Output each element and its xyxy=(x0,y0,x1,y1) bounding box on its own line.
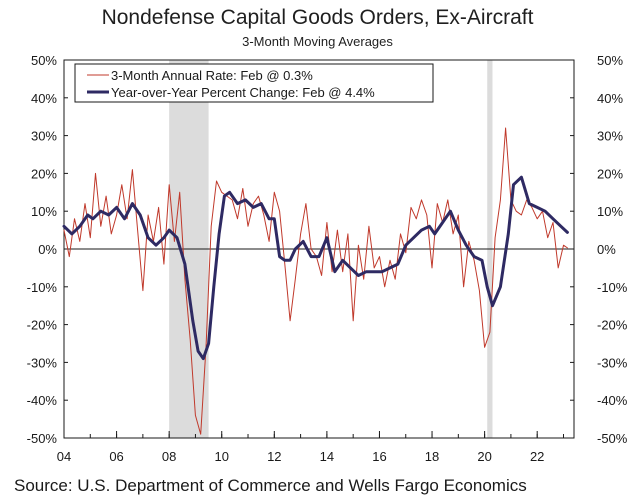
legend-label-yoy: Year-over-Year Percent Change: Feb @ 4.4… xyxy=(111,85,375,100)
y-tick-label-right: 20% xyxy=(597,166,623,181)
y-tick-label-right: -30% xyxy=(597,355,628,370)
y-tick-label-right: 0% xyxy=(597,242,616,257)
y-tick-label-left: 30% xyxy=(31,129,57,144)
series-line-year-over-year xyxy=(62,175,569,361)
x-tick-label: 14 xyxy=(320,449,334,464)
y-tick-label-left: 50% xyxy=(31,53,57,68)
legend-box xyxy=(74,63,434,103)
y-tick-label-right: -50% xyxy=(597,431,628,446)
x-tick-label: 04 xyxy=(57,449,71,464)
x-tick-label: 08 xyxy=(162,449,176,464)
y-tick-label-left: -50% xyxy=(27,431,58,446)
y-tick-label-left: -30% xyxy=(27,355,58,370)
y-tick-label-left: 20% xyxy=(31,166,57,181)
x-tick-label: 20 xyxy=(477,449,491,464)
source-note: Source: U.S. Department of Commerce and … xyxy=(14,476,527,495)
y-tick-label-left: 0% xyxy=(38,242,57,257)
y-tick-label-left: -20% xyxy=(27,318,58,333)
y-tick-label-left: -10% xyxy=(27,280,58,295)
y-tick-label-right: 30% xyxy=(597,129,623,144)
chart-title: Nondefense Capital Goods Orders, Ex-Airc… xyxy=(101,6,534,29)
y-tick-label-left: 40% xyxy=(31,91,57,106)
x-tick-label: 18 xyxy=(425,449,439,464)
x-tick-label: 16 xyxy=(372,449,386,464)
y-tick-label-right: 40% xyxy=(597,91,623,106)
y-tick-label-right: 10% xyxy=(597,204,623,219)
y-tick-label-left: -40% xyxy=(27,393,58,408)
x-tick-label: 10 xyxy=(214,449,228,464)
legend-label-3-month: 3-Month Annual Rate: Feb @ 0.3% xyxy=(111,68,313,83)
x-tick-label: 12 xyxy=(267,449,281,464)
y-tick-label-right: 50% xyxy=(597,53,623,68)
y-tick-label-right: -10% xyxy=(597,280,628,295)
y-tick-label-left: 10% xyxy=(31,204,57,219)
x-tick-label: 06 xyxy=(109,449,123,464)
chart-subtitle: 3-Month Moving Averages xyxy=(242,34,393,49)
x-tick-label: 22 xyxy=(530,449,544,464)
y-tick-label-right: -20% xyxy=(597,318,628,333)
y-tick-label-right: -40% xyxy=(597,393,628,408)
